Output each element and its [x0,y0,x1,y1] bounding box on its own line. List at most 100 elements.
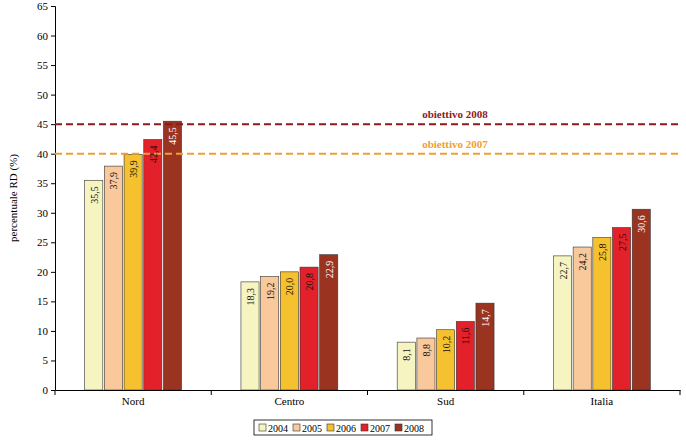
legend-swatch [327,424,334,431]
bar [320,255,338,390]
data-label: 18,3 [245,288,256,306]
data-label: 8,1 [401,348,412,361]
legend-swatch [293,424,300,431]
legend-swatch [395,424,402,431]
y-tick-label: 35 [37,177,49,189]
y-tick-label: 55 [37,59,49,71]
y-tick-label: 60 [37,30,49,42]
legend-label: 2008 [404,423,424,434]
data-label: 10,2 [441,336,452,354]
legend-swatch [361,424,368,431]
category-separator [680,390,681,395]
bar [437,330,455,390]
y-tick-mark [51,360,55,361]
legend-item: 2008 [395,423,424,434]
legend-frame [254,420,432,435]
bar [85,180,103,390]
bar [573,247,591,390]
data-label: 42,4 [148,146,159,164]
category-separator [55,390,56,395]
y-tick: 20 [37,266,55,278]
data-label: 37,9 [108,172,119,190]
category-separator [523,390,524,395]
legend-item: 2006 [327,423,356,434]
y-axis-line [51,7,56,391]
data-label: 45,5 [167,127,178,145]
data-label: 39,9 [128,160,139,178]
y-tick-mark [51,272,55,273]
y-tick-mark [51,6,55,7]
y-tick-label: 65 [37,0,49,12]
y-tick: 45 [37,118,55,130]
y-tick-label: 5 [43,354,49,366]
bar [280,272,298,390]
x-tick-label: Centro [274,395,304,407]
x-tick-label: Italia [591,395,614,407]
bar [124,154,142,390]
data-label: 30,6 [636,215,647,233]
data-label: 14,7 [480,309,491,327]
y-tick: 65 [37,0,55,12]
legend-item: 2007 [361,423,390,434]
data-label: 22,9 [324,261,335,279]
plot: 0 5 10 15 20 25 30 35 40 45 50 55 60 65 percentuale RD… [7,0,681,407]
y-tick-mark [51,154,55,155]
y-axis: 0 5 10 15 20 25 30 35 40 45 50 55 60 65 [37,0,56,396]
legend-item: 2005 [293,423,322,434]
reference-line [55,123,680,125]
bar [476,303,494,390]
y-tick-mark [51,242,55,243]
bar [397,342,415,390]
y-tick-label: 10 [37,325,49,337]
legend-label: 2006 [336,423,356,434]
y-tick-mark [51,301,55,302]
bar [163,121,181,390]
x-tick: Italia [591,390,614,407]
y-axis-title: percentuale RD (%) [7,154,20,242]
y-tick-label: 30 [37,207,49,219]
y-tick-mark [51,183,55,184]
y-tick: 60 [37,30,55,42]
bar [632,209,650,390]
bar [553,256,571,390]
y-tick: 25 [37,236,55,248]
y-tick-label: 40 [37,148,49,160]
x-axis: Nord Centro Sud Italia [56,390,681,407]
data-label: 35,5 [89,186,100,204]
category-separator [367,390,368,395]
bar [456,321,474,390]
y-tick: 55 [37,59,55,71]
y-tick: 10 [37,325,55,337]
y-tick-mark [51,95,55,96]
bar [261,277,279,390]
y-tick: 0 [43,384,56,396]
y-tick: 50 [37,89,55,101]
bars [85,121,651,390]
legend-label: 2004 [268,423,288,434]
y-tick: 5 [43,354,56,366]
y-tick-mark [51,65,55,66]
data-label: 20,0 [284,278,295,296]
bar [593,238,611,390]
legend-item: 2004 [259,423,288,434]
y-tick-mark [51,36,55,37]
bar [241,282,259,390]
data-label: 22,7 [558,262,569,280]
bar [104,166,122,390]
data-label: 20,8 [304,273,315,291]
y-tick-label: 15 [37,295,49,307]
legend-label: 2005 [302,423,322,434]
bar [300,267,318,390]
x-tick: Centro [274,390,304,407]
y-tick-label: 20 [37,266,49,278]
x-tick-label: Sud [437,395,455,407]
data-label: 25,8 [597,244,608,262]
bar [144,140,162,390]
reference-label: obiettivo 2007 [422,138,488,150]
y-tick: 35 [37,177,55,189]
data-label: 19,2 [265,283,276,301]
y-tick-mark [51,390,55,391]
x-tick: Nord [122,390,145,407]
y-tick-label: 25 [37,236,49,248]
data-label: 24,2 [577,253,588,271]
